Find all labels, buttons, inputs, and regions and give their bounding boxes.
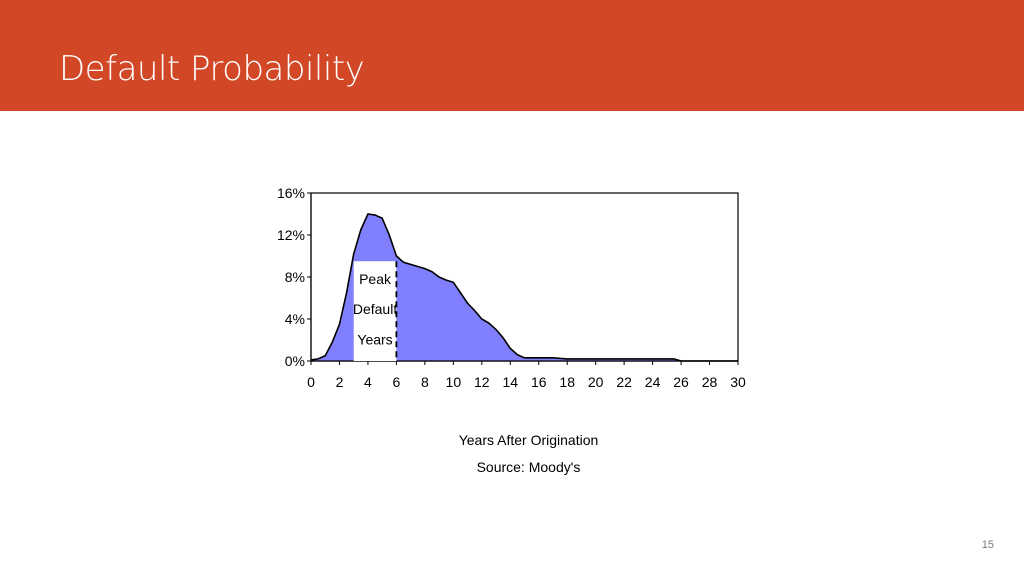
x-tick-label: 4 <box>364 374 372 390</box>
x-tick-label: 10 <box>446 374 462 390</box>
x-tick-label: 16 <box>531 374 547 390</box>
x-tick-label: 26 <box>673 374 689 390</box>
x-tick-label: 12 <box>474 374 490 390</box>
peak-default-box <box>353 261 397 361</box>
x-tick-label: 30 <box>730 374 746 390</box>
x-tick-label: 24 <box>645 374 661 390</box>
slide-title: Default Probability <box>59 49 365 89</box>
y-tick-label: 8% <box>285 269 305 285</box>
area-series-fill <box>311 214 738 361</box>
peak-default-label-line: Years <box>357 331 392 347</box>
x-tick-label: 2 <box>336 374 344 390</box>
y-tick-label: 16% <box>277 185 305 201</box>
x-tick-label: 14 <box>502 374 518 390</box>
x-tick-label: 0 <box>307 374 315 390</box>
slide-header: Default Probability <box>0 0 1024 111</box>
peak-default-label-line: Default <box>353 301 397 317</box>
y-tick-label: 12% <box>277 227 305 243</box>
x-tick-label: 20 <box>588 374 604 390</box>
area-series-line <box>310 213 738 362</box>
x-tick-label: 8 <box>421 374 429 390</box>
slide-number: 15 <box>981 539 994 551</box>
y-tick-label: 0% <box>285 353 305 369</box>
default-probability-chart: Peak Default Years 0% 4% 8% 12% 16% 0 2 4 6 8 10 12 14 1… <box>270 180 770 480</box>
x-tick-label: 28 <box>702 374 718 390</box>
x-tick-label: 6 <box>393 374 401 390</box>
chart-source: Source: Moody's <box>477 459 581 475</box>
x-tick-label: 18 <box>559 374 575 390</box>
y-tick-label: 4% <box>285 311 305 327</box>
x-tick-label: 22 <box>616 374 632 390</box>
x-axis-title: Years After Origination <box>459 432 599 448</box>
peak-default-label-line: Peak <box>359 271 392 287</box>
